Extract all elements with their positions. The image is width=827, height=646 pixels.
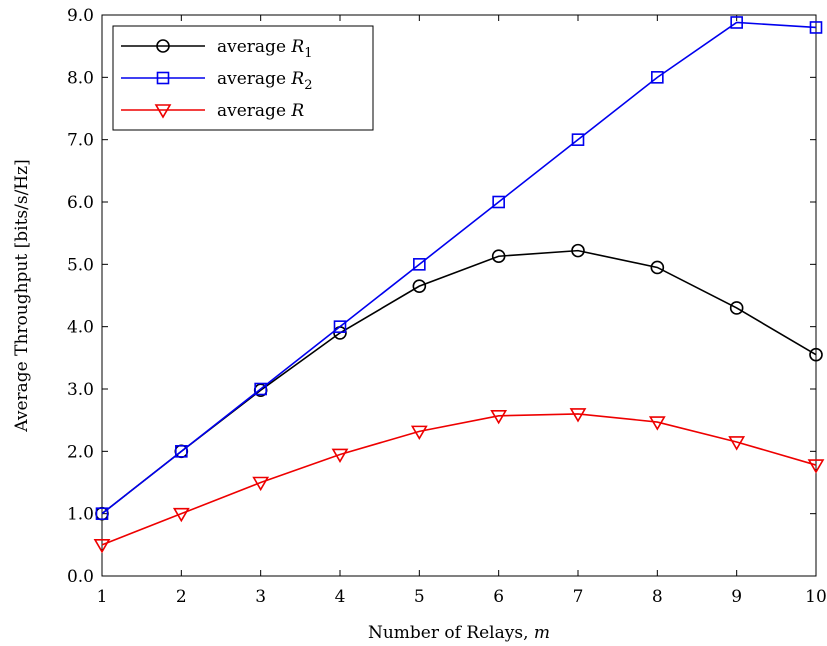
data-point	[413, 258, 426, 271]
x-tick-label: 4	[335, 587, 346, 607]
plot-area	[101, 14, 817, 577]
x-tick-label: 2	[176, 587, 187, 607]
data-point	[648, 416, 666, 431]
data-point	[569, 408, 587, 423]
legend-marker	[154, 104, 172, 119]
x-tick-label: 10	[805, 587, 827, 607]
data-point	[491, 249, 506, 264]
legend: average R1 average R2 average R	[112, 25, 374, 131]
legend-label: average R	[217, 101, 304, 121]
data-point	[492, 195, 505, 209]
data-point	[730, 16, 743, 29]
data-point	[807, 459, 825, 474]
data-point	[333, 320, 347, 333]
y-axis: 0.0 1.0 2.0 3.0 4.0 5.0 6.0 7.0 8.0 9.0	[67, 6, 816, 587]
y-tick-label: 5.0	[67, 255, 94, 275]
data-point	[95, 507, 109, 520]
series-1	[95, 243, 823, 521]
data-point	[331, 448, 349, 464]
data-point	[175, 445, 188, 458]
y-tick-label: 6.0	[67, 193, 94, 213]
data-point	[412, 279, 427, 293]
data-point	[728, 436, 746, 451]
x-tick-label: 5	[414, 587, 425, 607]
series-3	[93, 408, 825, 554]
legend-entry: average R	[121, 101, 304, 121]
data-point	[651, 71, 664, 84]
y-axis-label: Average Throughput [bits/s/Hz]	[12, 159, 32, 432]
series-layer	[93, 16, 825, 554]
data-point	[571, 243, 585, 258]
y-tick-label: 9.0	[67, 6, 94, 26]
x-axis: 1 2 3 4 5 6 7 8 9 10	[97, 15, 827, 607]
x-tick-label: 9	[731, 587, 742, 607]
data-point	[571, 133, 585, 146]
y-tick-label: 3.0	[67, 380, 94, 400]
data-point	[490, 410, 508, 425]
data-point	[254, 382, 267, 396]
legend-marker	[156, 39, 170, 53]
data-point	[252, 476, 270, 492]
y-tick-label: 4.0	[67, 318, 94, 338]
data-point	[650, 260, 665, 275]
series-line	[101, 21, 817, 515]
x-tick-label: 6	[493, 587, 504, 607]
x-tick-label: 3	[255, 587, 266, 607]
y-tick-label: 0.0	[67, 567, 94, 587]
x-tick-label: 1	[97, 587, 108, 607]
plot-frame	[101, 14, 817, 577]
x-tick-label: 8	[652, 587, 663, 607]
series-line	[101, 413, 817, 546]
series-line	[101, 249, 817, 515]
x-axis-label: Number of Relays, m	[368, 623, 550, 643]
y-tick-label: 7.0	[67, 131, 94, 151]
legend-entry: average R2	[121, 69, 313, 93]
data-point	[410, 425, 428, 440]
data-point	[729, 301, 744, 315]
y-tick-label: 2.0	[67, 442, 94, 462]
data-point	[809, 347, 823, 362]
y-tick-label: 8.0	[67, 68, 94, 88]
x-tick-label: 7	[573, 587, 584, 607]
legend-label: average R1	[217, 37, 313, 61]
legend-entry: average R1	[121, 37, 313, 61]
legend-label: average R2	[217, 69, 313, 93]
data-point	[93, 539, 111, 554]
series-2	[95, 16, 823, 520]
data-point	[172, 507, 190, 523]
legend-marker	[156, 71, 170, 85]
data-point	[809, 21, 823, 34]
y-tick-label: 1.0	[67, 505, 94, 525]
